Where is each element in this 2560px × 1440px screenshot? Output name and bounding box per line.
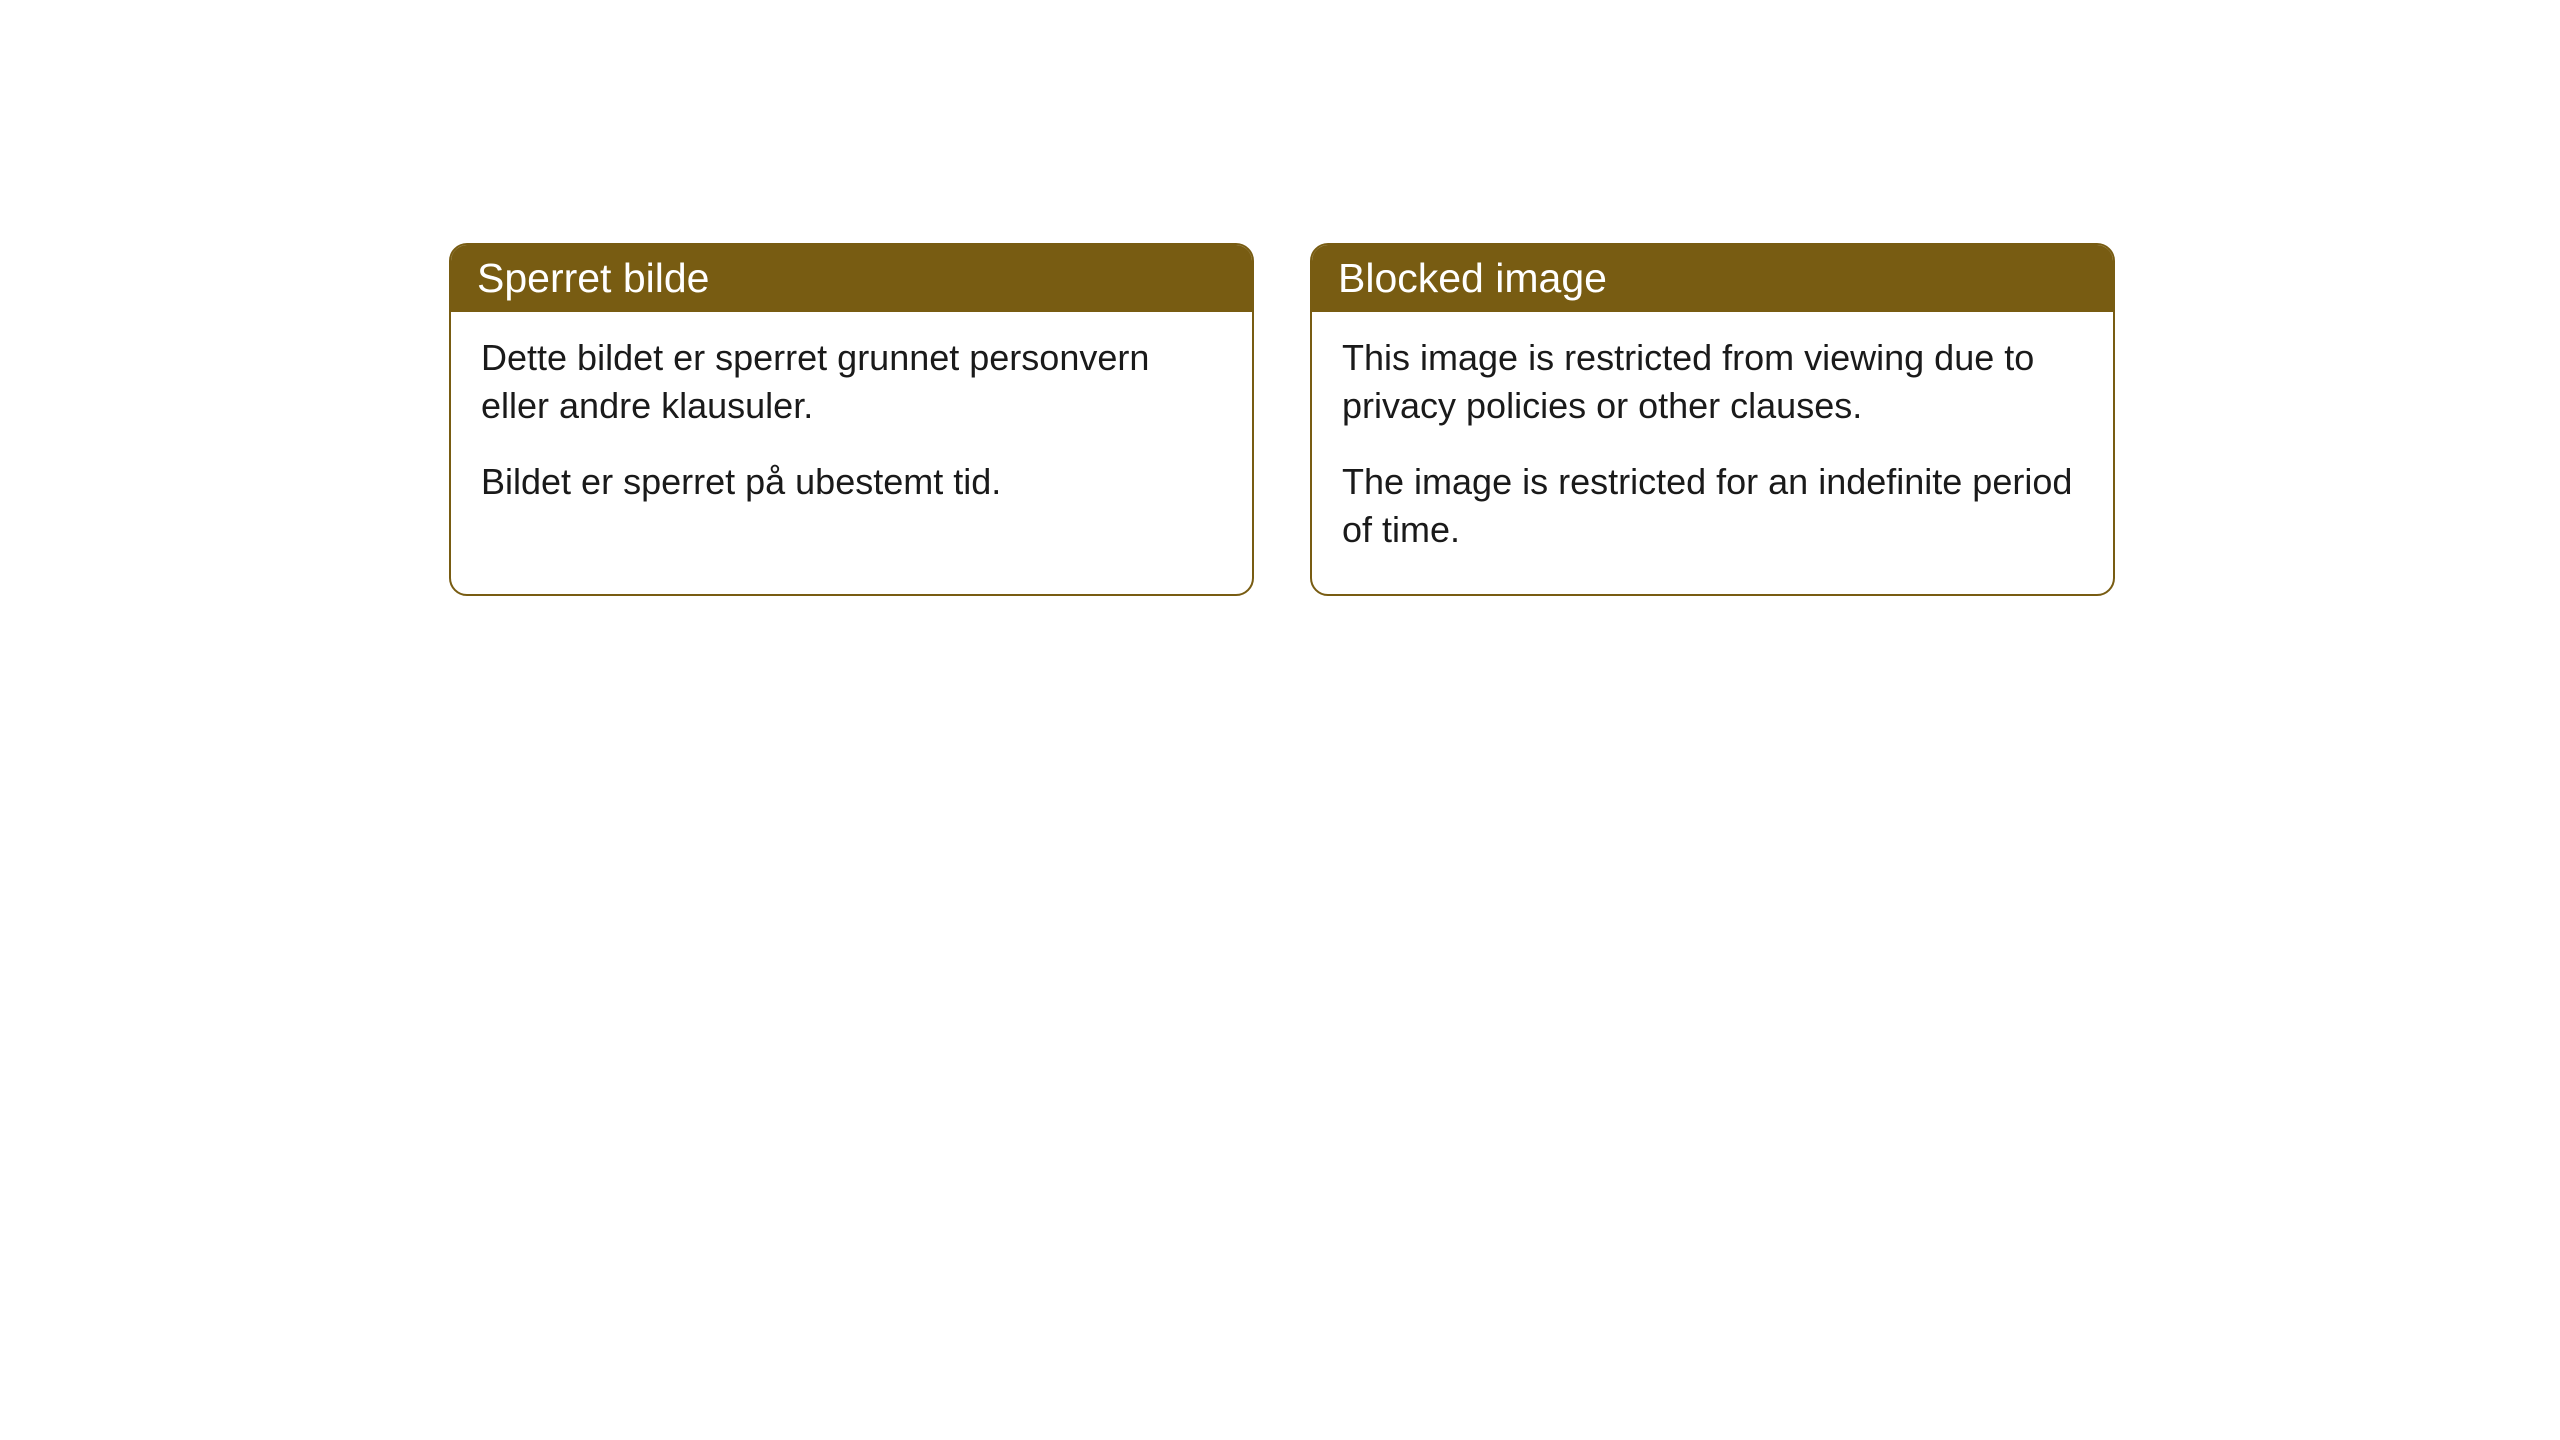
card-english: Blocked image This image is restricted f… xyxy=(1310,243,2115,596)
card-title: Sperret bilde xyxy=(477,255,709,301)
card-header: Sperret bilde xyxy=(451,245,1252,312)
card-body: Dette bildet er sperret grunnet personve… xyxy=(451,312,1252,546)
card-norwegian: Sperret bilde Dette bildet er sperret gr… xyxy=(449,243,1254,596)
cards-container: Sperret bilde Dette bildet er sperret gr… xyxy=(449,243,2115,596)
card-paragraph: This image is restricted from viewing du… xyxy=(1342,334,2083,430)
card-paragraph: Dette bildet er sperret grunnet personve… xyxy=(481,334,1222,430)
card-header: Blocked image xyxy=(1312,245,2113,312)
card-body: This image is restricted from viewing du… xyxy=(1312,312,2113,594)
card-title: Blocked image xyxy=(1338,255,1607,301)
card-paragraph: Bildet er sperret på ubestemt tid. xyxy=(481,458,1222,506)
card-paragraph: The image is restricted for an indefinit… xyxy=(1342,458,2083,554)
